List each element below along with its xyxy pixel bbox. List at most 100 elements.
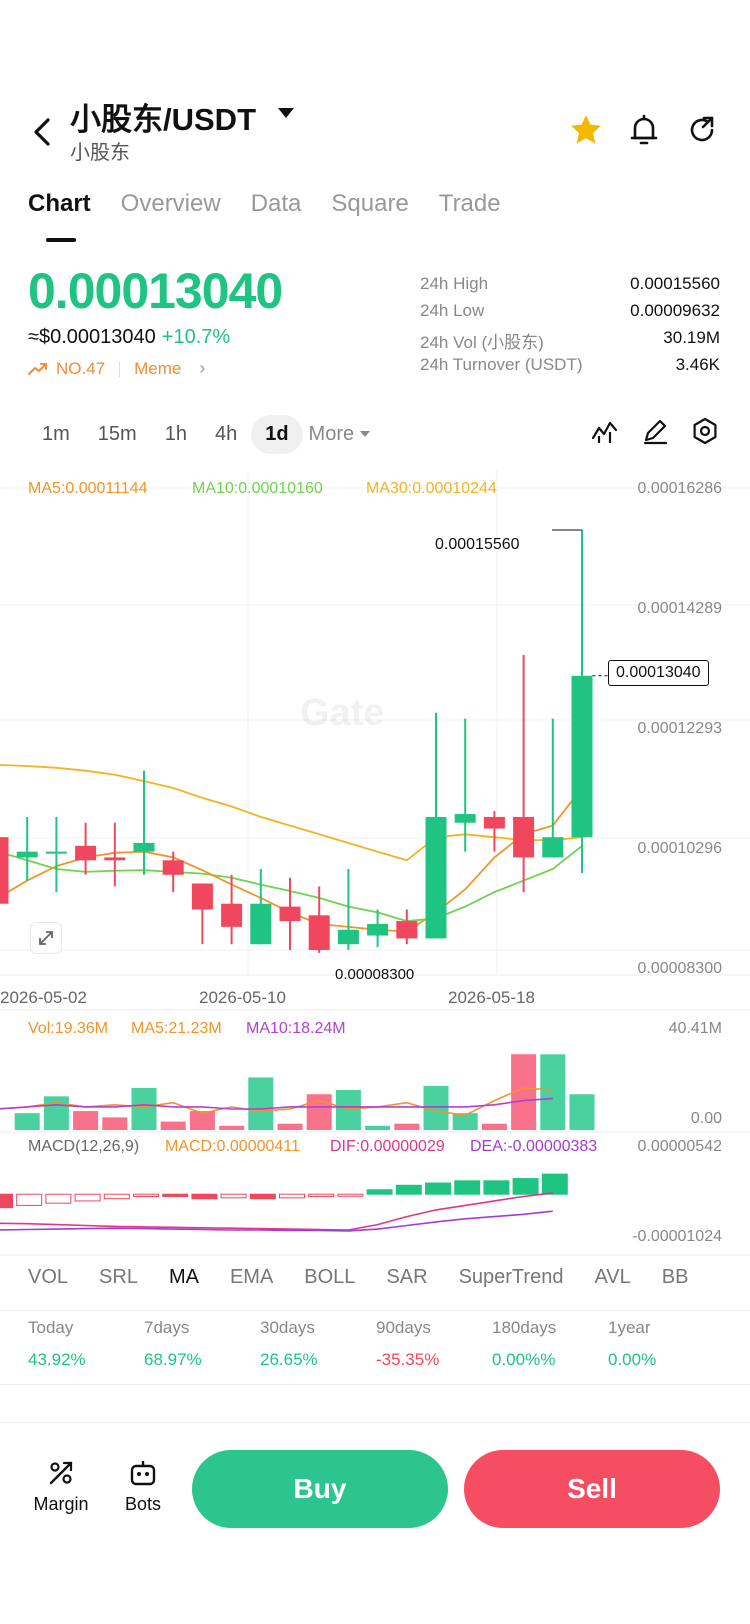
refresh-icon[interactable] (684, 112, 720, 148)
ma30-legend: MA30:0.00010244 (366, 480, 497, 497)
timeframe-4h[interactable]: 4h (214, 422, 238, 445)
stat-label: 24h Vol (小股东) (420, 333, 544, 352)
volume-bar (540, 1054, 566, 1130)
timeframe-more[interactable]: More (309, 423, 371, 446)
volume-bar (365, 1125, 391, 1130)
last-price: 0.00013040 (28, 263, 283, 319)
perf-label: Today (28, 1318, 74, 1337)
usd-price-value: ≈$0.00013040 (28, 326, 156, 348)
bottom-action-bar: Margin Bots Buy Sell (0, 1450, 750, 1540)
margin-label: Margin (33, 1494, 89, 1514)
tab-data[interactable]: Data (250, 190, 302, 217)
macd-bar (191, 1193, 218, 1200)
indicator-sar[interactable]: SAR (386, 1266, 428, 1288)
candle-body (45, 851, 67, 854)
price-axis-label: 0.00008300 (637, 960, 722, 977)
bots-button[interactable]: Bots (108, 1458, 178, 1515)
margin-button[interactable]: Margin (26, 1458, 96, 1515)
candle-body (279, 906, 301, 922)
macd-axis-label: 0.00000542 (637, 1138, 722, 1155)
candle-body (542, 837, 564, 858)
tab-trade[interactable]: Trade (438, 190, 501, 217)
perf-30days: 30days 26.65% (260, 1318, 376, 1370)
perf-value: 68.97% (144, 1350, 202, 1369)
volume-bar (481, 1123, 507, 1130)
expand-chart-icon[interactable] (30, 922, 62, 954)
ma30-line (0, 764, 583, 862)
indicator-ema[interactable]: EMA (229, 1266, 274, 1288)
timeframe-1m[interactable]: 1m (42, 422, 70, 445)
indicator-boll[interactable]: BOLL (304, 1266, 356, 1288)
macd-bar (74, 1193, 101, 1202)
settings-hex-icon[interactable] (690, 416, 720, 446)
pair-dropdown-icon[interactable] (278, 108, 294, 118)
price-axis-label: 0.00016286 (637, 480, 722, 497)
tab-square[interactable]: Square (331, 190, 409, 217)
divider (0, 1422, 750, 1423)
stat-value: 3.46K (675, 355, 720, 374)
volume-axis-label: 40.41M (668, 1020, 722, 1037)
pair-title[interactable]: 小股东/USDT (70, 102, 256, 137)
volume-bar (73, 1111, 99, 1130)
candle-body (337, 929, 359, 945)
macd-legend: MACD:0.00000411 (165, 1138, 300, 1155)
dif-legend: DIF:0.00000029 (330, 1138, 445, 1155)
macd-bar (16, 1193, 43, 1206)
perf-label: 7days (144, 1318, 190, 1337)
price-axis-label: 0.00014289 (637, 600, 722, 617)
macd-bar (395, 1184, 422, 1195)
back-arrow-icon[interactable] (28, 112, 58, 152)
date-axis-label: 2026-05-02 (0, 988, 87, 1007)
volume-bar (160, 1121, 186, 1130)
date-axis-label: 2026-05-10 (199, 988, 286, 1007)
candle-body (250, 903, 272, 945)
tab-overview[interactable]: Overview (120, 190, 221, 217)
high-marker-label: 0.00015560 (435, 536, 520, 553)
stat-row: 24h Low 0.00009632 (420, 301, 720, 328)
timeframe-1d[interactable]: 1d (251, 414, 303, 454)
chart-area[interactable]: MA5:0.00011144 MA10:0.00010160 MA30:0.00… (0, 470, 750, 1260)
indicator-bb[interactable]: BB (661, 1266, 689, 1288)
vol-ma5-legend: MA5:21.23M (131, 1020, 222, 1037)
performance-row: Today 43.92% 7days 68.97% 30days 26.65% 90d… (28, 1318, 728, 1370)
buy-button[interactable]: Buy (192, 1450, 448, 1528)
candle-body (367, 923, 389, 936)
divider (0, 1310, 750, 1311)
tab-chart[interactable]: Chart (28, 190, 91, 217)
indicator-supertrend[interactable]: SuperTrend (458, 1266, 564, 1288)
indicator-ma[interactable]: MA (168, 1266, 199, 1288)
macd-bar (249, 1193, 276, 1200)
macd-bar (308, 1193, 335, 1197)
candle-body (104, 857, 126, 861)
indicator-avl[interactable]: AVL (594, 1266, 631, 1288)
candle-body (425, 816, 447, 939)
draw-pencil-icon[interactable] (640, 416, 670, 446)
stat-value: 0.00009632 (630, 301, 720, 320)
star-icon[interactable] (568, 112, 604, 148)
timeframe-15m[interactable]: 15m (97, 422, 137, 445)
bell-icon[interactable] (626, 112, 662, 148)
perf-value: 0.00%% (492, 1350, 556, 1369)
ma5-legend: MA5:0.00011144 (28, 480, 148, 497)
candle-body (162, 860, 184, 875)
volume-bar (569, 1094, 595, 1130)
perf-90days: 90days -35.35% (376, 1318, 492, 1370)
sell-button[interactable]: Sell (464, 1450, 720, 1528)
indicator-vol[interactable]: VOL (28, 1266, 69, 1288)
indicator-icon[interactable] (590, 416, 620, 446)
candle-body (308, 915, 330, 950)
stat-label: 24h Turnover (USDT) (420, 355, 583, 374)
low-marker-label: 0.00008300 (335, 966, 415, 983)
stat-label: 24h Low (420, 301, 485, 320)
candle-body (16, 851, 38, 858)
kline-chart[interactable] (0, 470, 750, 1260)
indicator-srl[interactable]: SRL (99, 1266, 138, 1288)
volume-bar (189, 1111, 215, 1130)
rank-row[interactable]: NO.47 Meme › (28, 358, 205, 379)
timeframe-1h[interactable]: 1h (164, 422, 187, 445)
perf-1year: 1year 0.00% (608, 1318, 724, 1370)
stat-value: 30.19M (663, 328, 720, 347)
candle-body (454, 814, 476, 823)
margin-icon (49, 1461, 73, 1485)
usd-price: ≈$0.00013040 +10.7% (28, 326, 230, 349)
